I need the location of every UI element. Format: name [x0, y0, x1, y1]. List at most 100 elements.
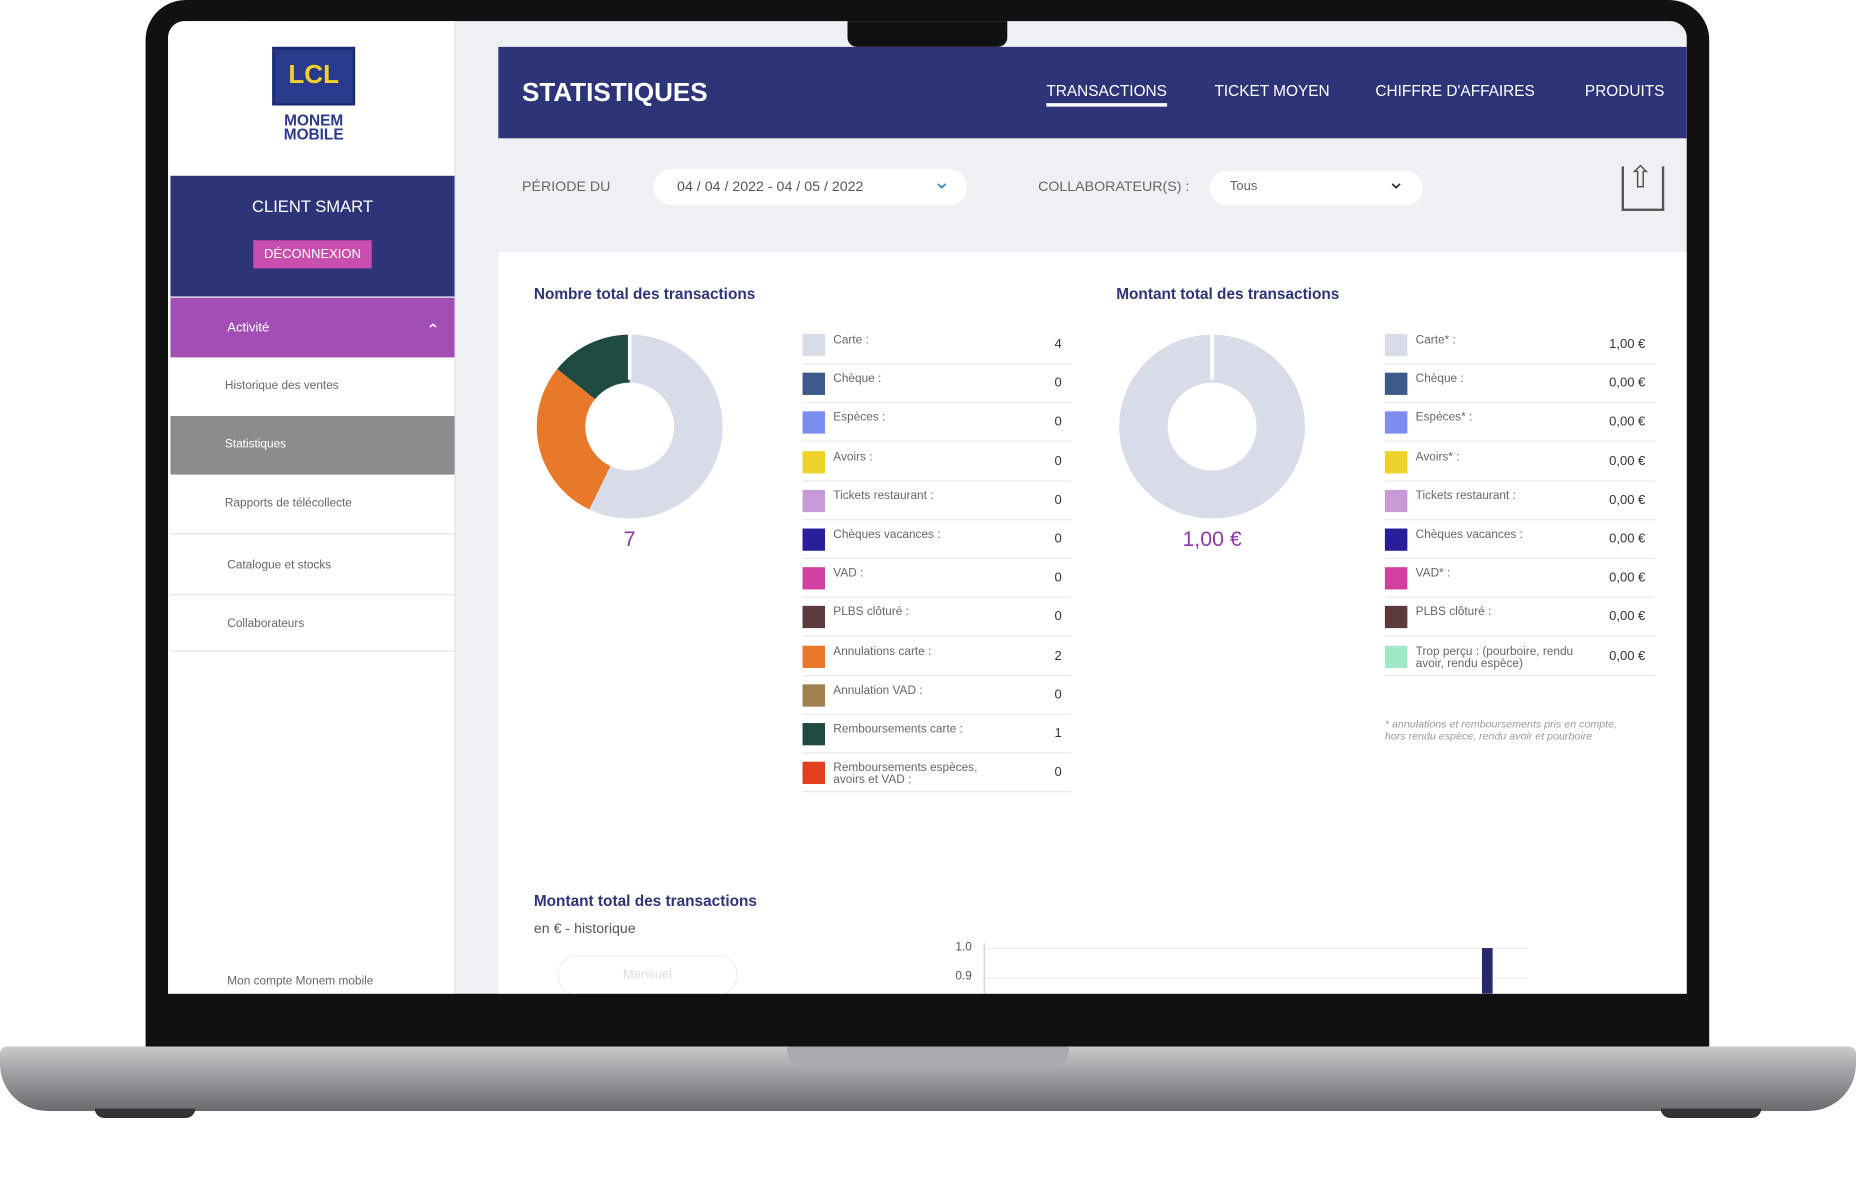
y-tick-label: 0.9: [955, 970, 972, 984]
row-separator: [802, 441, 1072, 443]
donut-total: 1,00 €: [1182, 527, 1242, 551]
menu-item[interactable]: Catalogue et stocks: [227, 558, 332, 572]
header: [498, 46, 1687, 139]
donut: [1119, 326, 1305, 519]
legend-value: 0,00 €: [1609, 493, 1646, 508]
row-separator: [802, 713, 1072, 715]
legend-value: 0: [1054, 415, 1062, 430]
export-icon[interactable]: [1621, 166, 1665, 211]
legend-label: Carte :: [833, 333, 869, 347]
legend-value: 0: [1054, 454, 1062, 469]
legend-swatch: [802, 723, 826, 746]
collab-label: COLLABORATEUR(S) :: [1038, 178, 1190, 195]
legend-value: 0,00 €: [1609, 376, 1646, 391]
row-separator: [802, 752, 1072, 754]
row-separator: [1384, 596, 1655, 598]
legend-swatch: [802, 761, 826, 785]
row-separator: [802, 557, 1072, 559]
menu-item[interactable]: Historique des ventes: [224, 379, 339, 393]
donut-segment: [536, 334, 723, 519]
y-axis: [983, 943, 985, 994]
footnote: * annulations et remboursements pris en …: [1384, 718, 1618, 742]
legend-value: 0,00 €: [1609, 648, 1646, 663]
row-separator: [802, 635, 1072, 637]
collab-select[interactable]: [1209, 171, 1423, 206]
active-item: [170, 416, 455, 475]
menu-item[interactable]: Collaborateurs: [227, 617, 305, 631]
menu-item[interactable]: Rapports de télécollecte: [224, 496, 352, 510]
legend-swatch: [802, 450, 826, 473]
nav-tab[interactable]: TICKET MOYEN: [1214, 82, 1330, 100]
card-title: Montant total des transactions: [1116, 284, 1340, 303]
legend-value: 0,00 €: [1609, 570, 1646, 585]
section-label[interactable]: Activité: [227, 321, 270, 336]
legend-value: 0: [1054, 376, 1062, 391]
legend-label: Chèques vacances :: [833, 528, 941, 542]
legend-label: Chèques vacances :: [1415, 528, 1523, 542]
row-separator: [802, 791, 1072, 793]
legend-label: Espèces :: [833, 411, 886, 425]
menu-item[interactable]: Statistiques: [224, 438, 287, 452]
legend-value: 0: [1054, 687, 1062, 702]
legend-label: Tickets restaurant :: [1415, 489, 1516, 503]
legend-swatch: [802, 528, 826, 551]
legend-swatch: [1384, 411, 1408, 435]
legend-swatch: [802, 606, 826, 629]
legend-swatch: [1384, 333, 1408, 357]
legend-label: Trop perçu : (pourboire, rendu avoir, re…: [1415, 645, 1574, 670]
row-separator: [1384, 479, 1655, 482]
legend-label: VAD* :: [1415, 567, 1451, 581]
row-separator: [1384, 557, 1655, 559]
legend-label: Avoirs :: [833, 450, 873, 464]
row-separator: [1384, 518, 1655, 521]
toggle-button[interactable]: Mensuel: [557, 955, 738, 994]
logout-button[interactable]: DÉCONNEXION: [253, 240, 372, 269]
legend-swatch: [802, 333, 826, 357]
stats-card: Nombre total des transactions 7 Carte : 4 Ch…: [498, 251, 1687, 994]
row-separator: [802, 596, 1072, 598]
camera-notch: [847, 21, 1008, 47]
client-name: CLIENT SMART: [252, 196, 373, 216]
screen: LCL MONEM MOBILE CLIENT SMART DÉCONNEXION Ac…: [168, 21, 1687, 994]
legend-label: Annulation VAD :: [833, 684, 923, 698]
legend-value: 0: [1054, 609, 1062, 624]
legend-swatch: [802, 684, 826, 707]
legend-swatch: [1384, 567, 1408, 590]
grid-line: [983, 948, 1529, 950]
laptop-foot: [94, 1108, 196, 1118]
row-separator: [1384, 402, 1655, 404]
export-arrow: ⇧: [1627, 159, 1654, 195]
row-separator: [1384, 674, 1655, 676]
legend-swatch: [1384, 645, 1408, 668]
collab-value: Tous: [1229, 179, 1258, 194]
legend-label: PLBS clôturé :: [833, 606, 909, 620]
nav-tab[interactable]: PRODUITS: [1584, 82, 1665, 100]
brand: MONEM MOBILE: [283, 111, 344, 143]
legend-label: Remboursements espèces, avoirs et VAD :: [833, 761, 978, 787]
legend-swatch: [802, 411, 826, 435]
legend-swatch: [802, 372, 826, 396]
chevron: ⌄: [426, 319, 441, 339]
row-separator: [802, 479, 1072, 482]
account-link[interactable]: Mon compte Monem mobile: [227, 975, 374, 988]
nav-tab[interactable]: TRANSACTIONS: [1046, 82, 1167, 107]
nav-tab[interactable]: CHIFFRE D'AFFAIRES: [1375, 82, 1535, 100]
legend-label: Tickets restaurant :: [833, 489, 934, 503]
legend-value: 0,00 €: [1609, 454, 1646, 469]
legend-swatch: [1384, 606, 1408, 629]
chevron: ⌄: [1387, 169, 1406, 194]
bar: [1481, 948, 1493, 994]
legend-value: 0: [1054, 765, 1062, 780]
grid-line: [983, 977, 1529, 979]
legend-label: Carte* :: [1415, 333, 1456, 347]
legend-value: 1,00 €: [1609, 337, 1646, 352]
legend-value: 0: [1054, 570, 1062, 585]
legend-label: Remboursements carte :: [833, 723, 963, 736]
legend-value: 2: [1054, 648, 1062, 663]
legend-value: 0,00 €: [1609, 532, 1646, 547]
y-tick-label: 1.0: [955, 941, 972, 954]
legend-label: Avoirs* :: [1415, 450, 1460, 464]
date-picker[interactable]: [653, 168, 968, 206]
